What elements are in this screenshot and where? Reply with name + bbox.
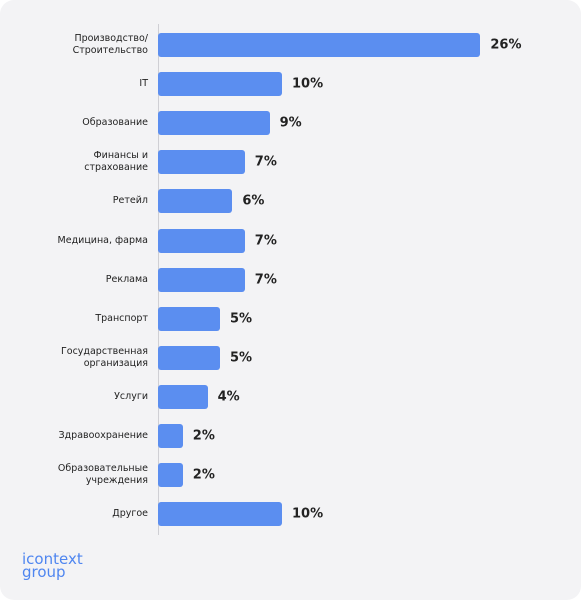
value-label: 2% xyxy=(192,467,215,483)
category-label: Государственная организация xyxy=(60,345,148,369)
value-label: 7% xyxy=(254,233,277,248)
brand-text: group xyxy=(22,563,66,581)
category-label: Образовательные учреждения xyxy=(57,463,148,487)
category-label: Ретейл xyxy=(112,195,148,207)
category-label: Услуги xyxy=(114,390,148,402)
category-label: Производство/ Строительство xyxy=(72,33,148,56)
category-label: Реклама xyxy=(105,273,148,285)
value-label: 5% xyxy=(230,350,253,366)
brand-text: icontext xyxy=(22,550,83,568)
bar xyxy=(158,228,245,253)
bar xyxy=(158,267,245,292)
bar xyxy=(158,306,220,331)
bar xyxy=(158,384,208,409)
value-label: 6% xyxy=(242,193,265,209)
value-label: 26% xyxy=(490,37,522,53)
value-label: 7% xyxy=(254,272,277,288)
value-label: 4% xyxy=(217,389,240,405)
bar xyxy=(158,189,233,214)
category-label: Финансы и страхование xyxy=(84,150,148,174)
bar xyxy=(158,463,183,488)
category-label: IT xyxy=(139,78,148,90)
value-label: 9% xyxy=(279,115,302,131)
category-label: Другое xyxy=(112,508,148,520)
category-label: Транспорт xyxy=(95,312,148,324)
bar xyxy=(158,345,220,370)
category-label: Медицина, фарма xyxy=(57,234,148,246)
value-label: 2% xyxy=(192,428,215,444)
category-label: Здравоохранение xyxy=(58,430,149,441)
value-label: 10% xyxy=(292,76,324,92)
bar xyxy=(158,111,270,136)
value-label: 7% xyxy=(254,154,277,170)
bar xyxy=(158,502,282,527)
bar xyxy=(158,150,245,175)
bar xyxy=(158,33,481,57)
value-label: 5% xyxy=(230,311,253,327)
bar xyxy=(158,424,183,448)
bar xyxy=(158,72,282,97)
category-label: Образование xyxy=(82,117,148,129)
value-label: 10% xyxy=(292,506,324,522)
